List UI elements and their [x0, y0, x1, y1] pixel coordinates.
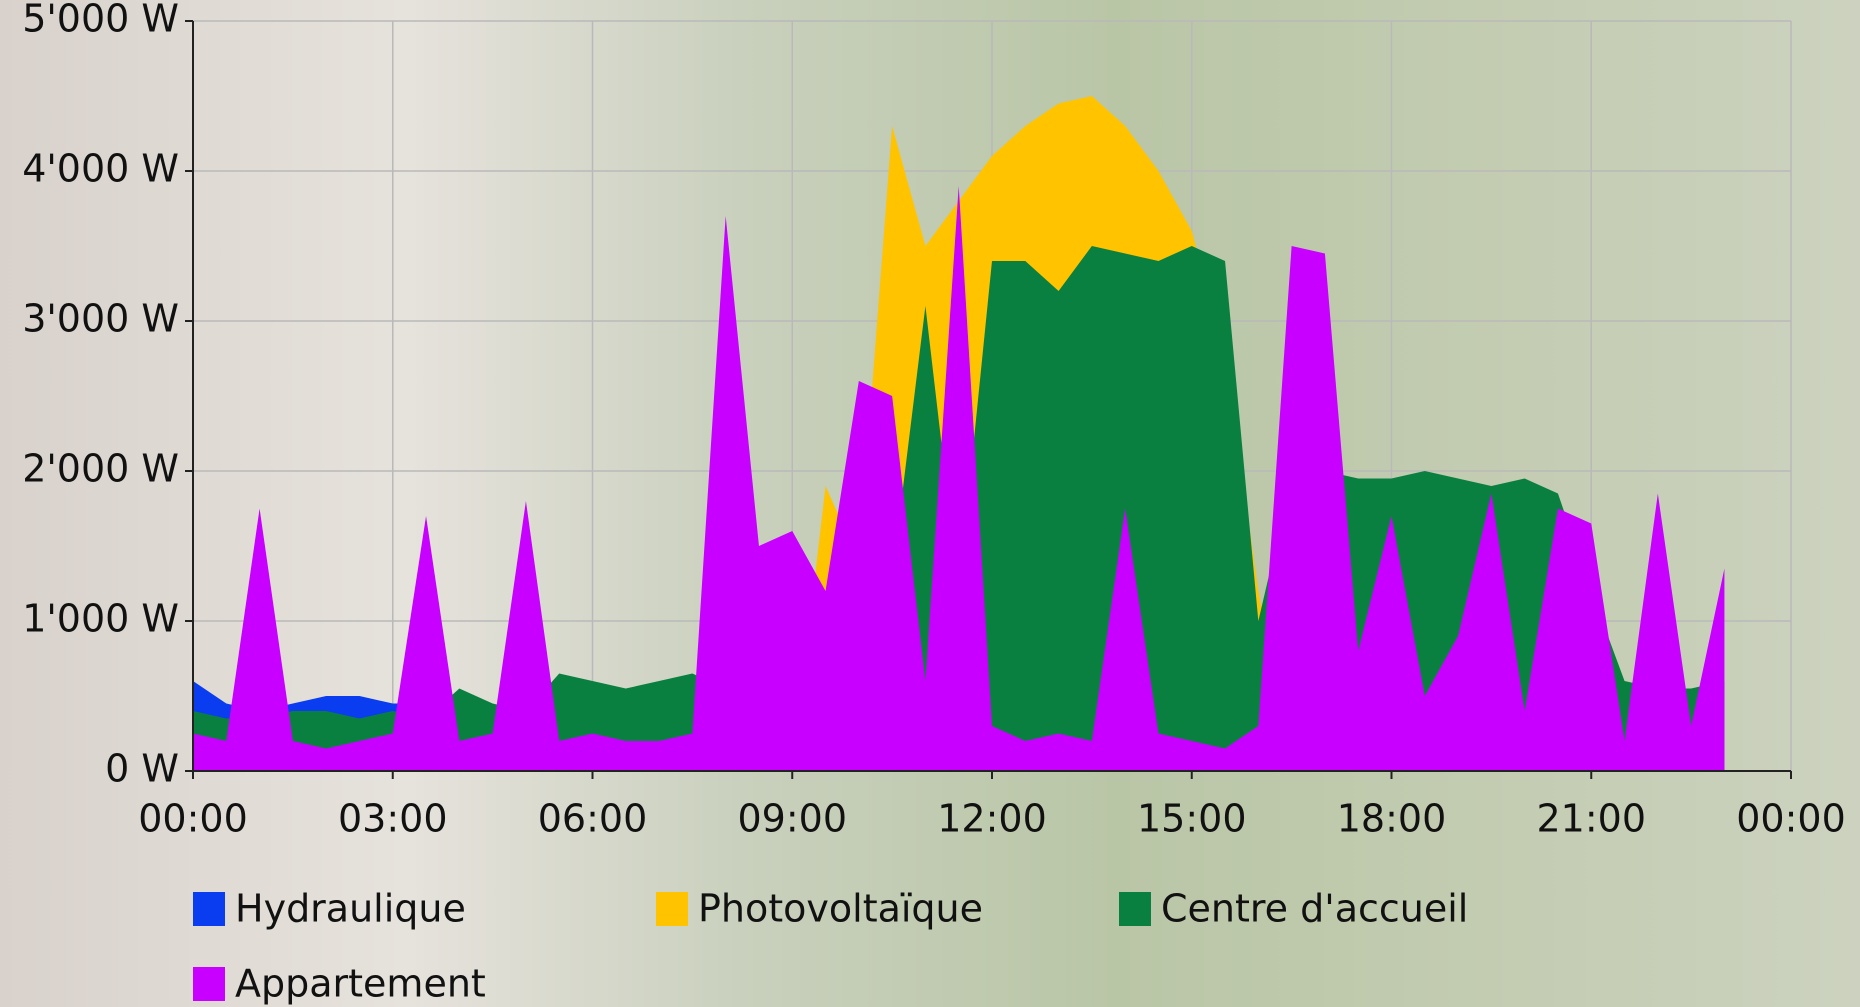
legend-swatch — [193, 892, 225, 926]
y-tick-label: 4'000 W — [22, 147, 179, 191]
x-tick-label: 00:00 — [1736, 797, 1846, 841]
y-tick-label: 5'000 W — [22, 0, 179, 41]
legend-label: Hydraulique — [235, 887, 466, 931]
x-tick-label: 00:00 — [138, 797, 248, 841]
x-tick-label: 21:00 — [1536, 797, 1646, 841]
legend-swatch — [656, 892, 688, 926]
x-tick-label: 12:00 — [937, 797, 1047, 841]
area — [193, 186, 1725, 771]
y-tick-label: 3'000 W — [22, 297, 179, 341]
x-tick-label: 06:00 — [538, 797, 648, 841]
y-tick-label: 0 W — [105, 747, 179, 791]
y-tick-label: 2'000 W — [22, 447, 179, 491]
y-tick-label: 1'000 W — [22, 597, 179, 641]
x-tick-label: 15:00 — [1137, 797, 1247, 841]
x-tick-label: 03:00 — [338, 797, 448, 841]
x-tick-label: 09:00 — [737, 797, 847, 841]
x-tick-label: 18:00 — [1337, 797, 1447, 841]
legend-label: Photovoltaïque — [698, 887, 983, 931]
legend-swatch — [193, 967, 225, 1001]
legend-label: Appartement — [235, 962, 486, 1006]
legend-label: Centre d'accueil — [1161, 887, 1468, 931]
legend-swatch — [1119, 892, 1151, 926]
